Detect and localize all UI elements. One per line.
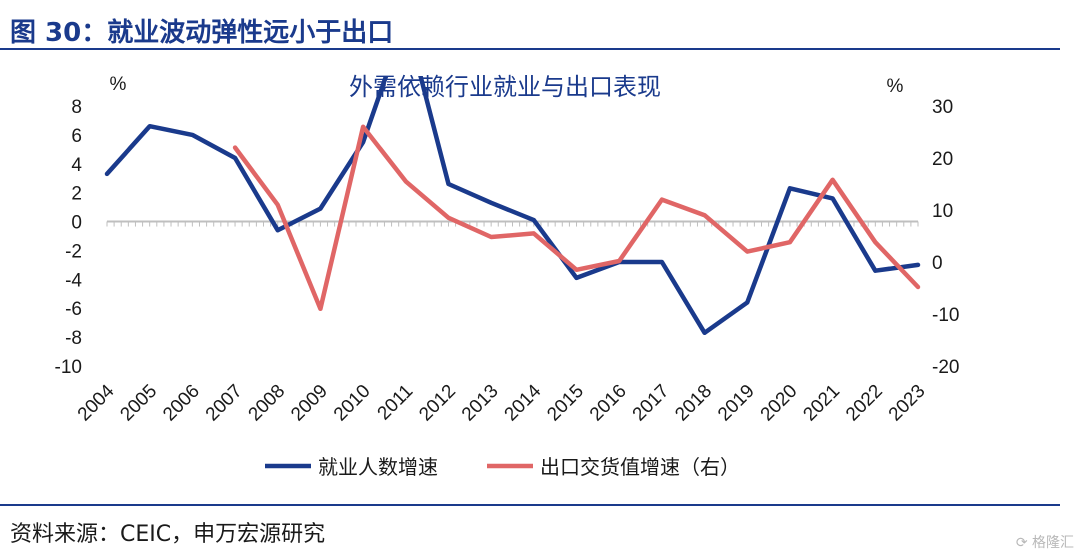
watermark-logo: ⟳ 格隆汇: [1015, 535, 1074, 551]
employment-growth-line: [104, 76, 921, 336]
x-tick-label: 2014: [501, 380, 546, 425]
chart-title: 外需依赖行业就业与出口表现: [349, 74, 661, 101]
legend-label-employment: 就业人数增速: [318, 456, 438, 479]
left-tick-label: -2: [65, 241, 82, 262]
left-tick-label: -10: [55, 357, 82, 378]
series-group: [232, 124, 921, 312]
left-tick-label: -6: [65, 299, 82, 320]
x-tick-label: 2016: [586, 381, 631, 426]
left-tick-label: -8: [65, 328, 82, 349]
x-tick-label: 2012: [415, 381, 460, 426]
top-rule: [0, 48, 1060, 50]
axes-layer: [106, 220, 919, 227]
x-tick-label: 2005: [116, 381, 161, 426]
x-tick-label: 2021: [799, 381, 844, 426]
left-tick-label: 6: [71, 126, 82, 147]
line-chart: 外需依赖行业就业与出口表现% %86420-2-4-6-8-103020100-1…: [55, 74, 960, 479]
legend-label-export: 出口交货值增速（右）: [540, 456, 740, 479]
left-tick-label: 8: [71, 97, 82, 118]
right-tick-label: 10: [932, 201, 953, 222]
series-layer: [104, 76, 921, 336]
x-tick-label: 2006: [159, 381, 204, 426]
right-axis-unit: %: [887, 76, 904, 97]
x-tick-label: 2008: [245, 381, 290, 426]
x-tick-label: 2017: [629, 381, 674, 426]
x-tick-label: 2007: [202, 381, 247, 426]
x-tick-label: 2015: [543, 381, 588, 426]
left-tick-label: 2: [71, 184, 82, 205]
x-tick-label: 2010: [330, 381, 375, 426]
left-axis-unit: %: [110, 74, 127, 95]
right-tick-label: 30: [932, 97, 953, 118]
figure-title: 图 30：就业波动弹性远小于出口: [10, 18, 394, 48]
x-tick-label: 2019: [714, 381, 759, 426]
series-group: [104, 76, 921, 336]
x-tick-label: 2022: [842, 381, 887, 426]
right-tick-label: 0: [932, 253, 943, 274]
bottom-rule: [0, 504, 1060, 506]
x-tick-label: 2004: [74, 380, 119, 425]
right-tick-label: -20: [932, 357, 959, 378]
left-tick-label: -4: [65, 270, 82, 291]
left-tick-label: 4: [71, 155, 82, 176]
x-tick-label: 2013: [458, 381, 503, 426]
x-tick-label: 2018: [671, 381, 716, 426]
export-growth-line: [232, 124, 921, 312]
right-tick-label: 20: [932, 149, 953, 170]
right-tick-label: -10: [932, 305, 959, 326]
source-note: 资料来源：CEIC，申万宏源研究: [10, 522, 326, 547]
x-tick-label: 2020: [757, 381, 802, 426]
x-tick-label: 2009: [287, 381, 332, 426]
left-tick-label: 0: [71, 213, 82, 234]
x-tick-label: 2011: [374, 381, 418, 425]
x-tick-label: 2023: [885, 381, 930, 426]
